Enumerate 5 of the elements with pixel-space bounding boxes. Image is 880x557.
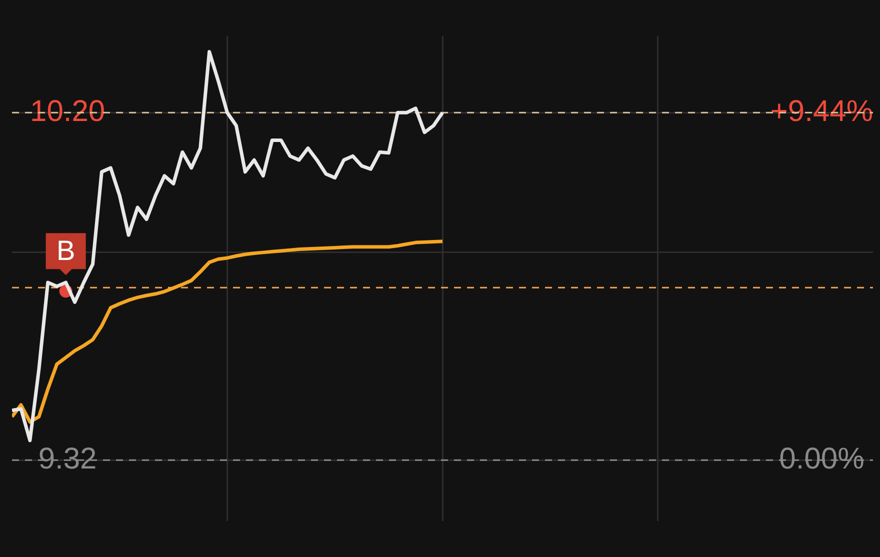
y2-tick-label: +9.44% xyxy=(770,94,874,128)
y2-tick-label: 0.00% xyxy=(779,442,864,476)
y-tick-label: 9.32 xyxy=(38,442,97,476)
y-tick-label: 10.20 xyxy=(30,94,106,128)
data-label: B xyxy=(56,234,76,266)
